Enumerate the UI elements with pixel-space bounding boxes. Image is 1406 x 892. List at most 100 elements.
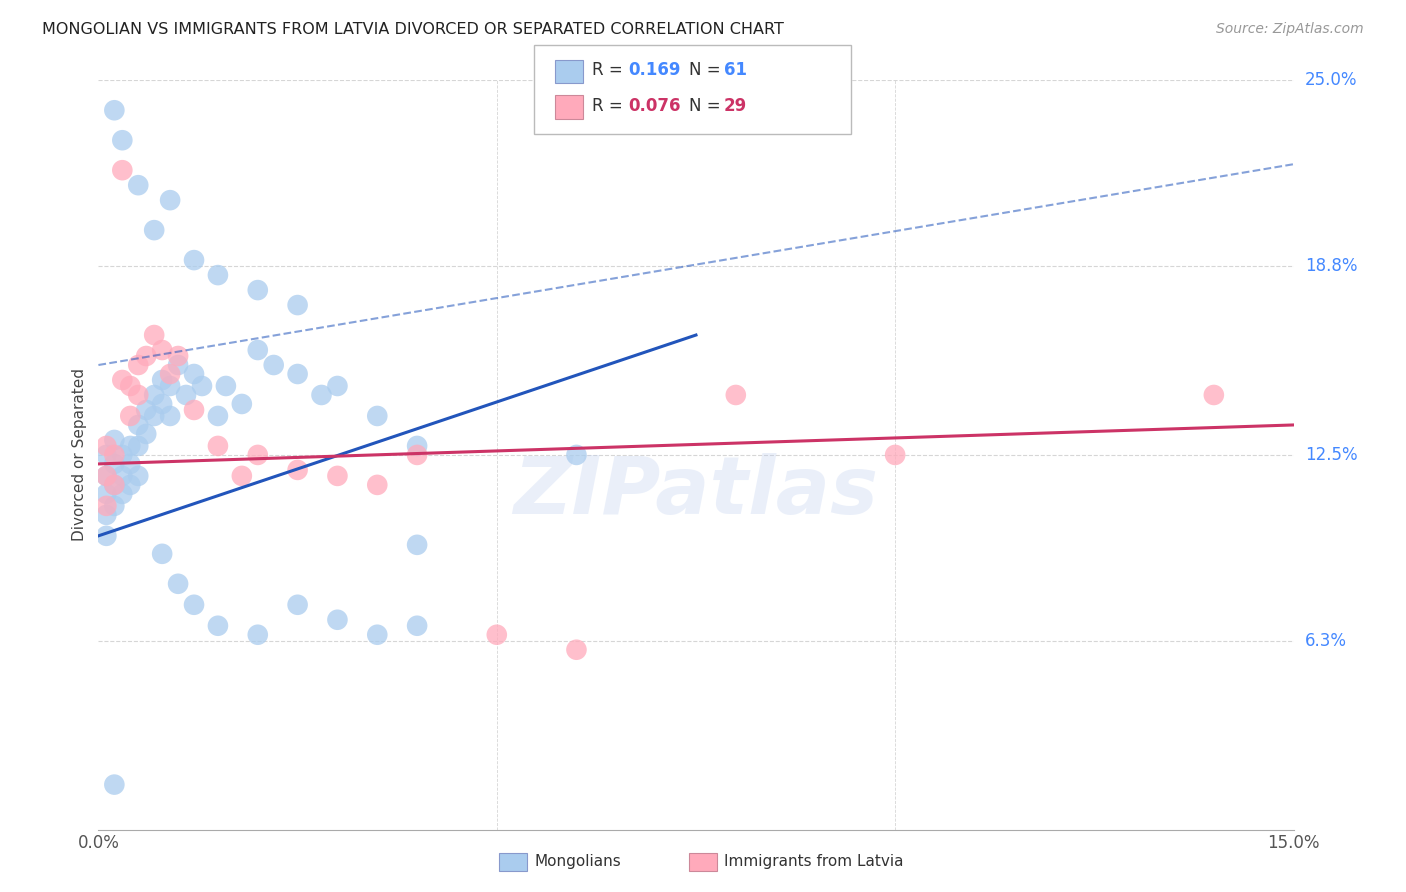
Point [111,133,134,147]
Point [120,439,142,453]
Point [263,358,285,372]
Point [120,457,142,471]
Point [565,642,588,657]
Text: 6.3%: 6.3% [1305,632,1347,649]
Point [231,469,253,483]
Point [406,448,429,462]
Point [127,358,149,372]
Point [103,103,125,118]
Point [406,619,429,633]
Point [120,379,142,393]
Point [167,349,190,363]
Text: 18.8%: 18.8% [1305,257,1357,275]
Point [103,478,125,492]
Point [96,469,118,483]
Point [96,487,118,501]
Point [96,469,118,483]
Point [127,439,149,453]
Point [366,478,388,492]
Point [143,328,166,343]
Point [143,223,166,237]
Point [127,469,149,483]
Point [207,439,229,453]
Point [246,628,269,642]
Point [183,403,205,417]
Point [143,388,166,402]
Point [150,547,173,561]
Point [127,178,149,193]
Point [103,778,125,792]
Point [159,193,181,207]
Text: MONGOLIAN VS IMMIGRANTS FROM LATVIA DIVORCED OR SEPARATED CORRELATION CHART: MONGOLIAN VS IMMIGRANTS FROM LATVIA DIVO… [42,22,785,37]
Point [167,358,190,372]
Point [111,469,134,483]
Point [191,379,214,393]
Point [366,409,388,423]
Y-axis label: Divorced or Separated: Divorced or Separated [72,368,87,541]
Text: N =: N = [689,62,725,79]
Point [884,448,907,462]
Point [565,448,588,462]
Point [326,379,349,393]
Point [167,576,190,591]
Point [159,409,181,423]
Point [96,499,118,513]
Point [96,448,118,462]
Point [485,628,508,642]
Point [135,403,157,417]
Point [174,388,197,402]
Text: 0.076: 0.076 [628,97,681,115]
Point [143,409,166,423]
Point [366,628,388,642]
Point [96,529,118,543]
Point [120,478,142,492]
Point [111,163,134,178]
Point [150,397,173,411]
Point [111,373,134,387]
Point [103,499,125,513]
Text: 0.169: 0.169 [628,62,681,79]
Text: ZIPatlas: ZIPatlas [513,453,879,532]
Point [111,487,134,501]
Point [183,367,205,381]
Point [127,417,149,432]
Point [183,253,205,268]
Point [159,379,181,393]
Point [150,373,173,387]
Point [111,448,134,462]
Point [287,463,309,477]
Text: 61: 61 [724,62,747,79]
Point [207,619,229,633]
Point [246,343,269,357]
Text: R =: R = [592,97,628,115]
Point [406,439,429,453]
Point [96,508,118,522]
Text: N =: N = [689,97,725,115]
Point [326,469,349,483]
Point [246,283,269,297]
Text: 25.0%: 25.0% [1305,71,1357,89]
Point [120,409,142,423]
Point [311,388,333,402]
Text: Immigrants from Latvia: Immigrants from Latvia [724,855,904,869]
Text: R =: R = [592,62,628,79]
Point [215,379,238,393]
Text: Mongolians: Mongolians [534,855,621,869]
Point [159,367,181,381]
Point [207,409,229,423]
Point [326,613,349,627]
Point [183,598,205,612]
Point [150,343,173,357]
Point [246,448,269,462]
Point [406,538,429,552]
Point [1202,388,1225,402]
Point [207,268,229,282]
Point [287,298,309,312]
Point [287,367,309,381]
Text: Source: ZipAtlas.com: Source: ZipAtlas.com [1216,22,1364,37]
Point [103,457,125,471]
Point [724,388,747,402]
Point [103,433,125,447]
Text: 12.5%: 12.5% [1305,446,1357,464]
Point [96,439,118,453]
